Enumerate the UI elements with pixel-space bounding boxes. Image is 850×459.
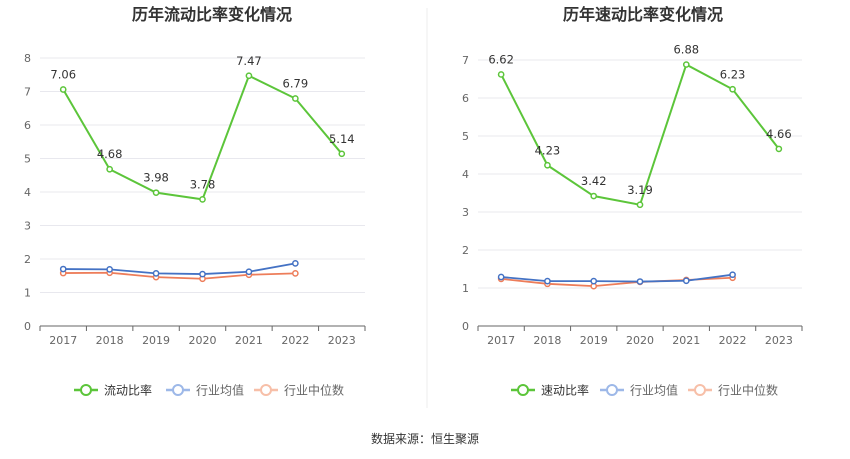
legend-label: 行业均值	[196, 383, 244, 398]
x-tick-label: 2019	[142, 334, 170, 347]
chart-title: 历年流动比率变化情况	[132, 5, 292, 24]
series-line-avg	[63, 262, 296, 275]
x-tick-label: 2022	[719, 334, 747, 347]
data-point-main	[544, 161, 551, 169]
y-tick-label: 2	[462, 244, 469, 257]
y-tick-label: 5	[462, 130, 469, 143]
legend-item-main[interactable]: 速动比率	[511, 383, 589, 398]
y-tick-label: 1	[24, 287, 31, 300]
x-tick-label: 2021	[672, 334, 700, 347]
y-tick-label: 6	[462, 92, 469, 105]
legend-item-avg[interactable]: 行业均值	[166, 383, 244, 398]
data-point-main	[682, 61, 690, 68]
data-point-main	[245, 72, 253, 80]
x-tick-label: 2017	[49, 334, 77, 347]
data-point-main	[590, 192, 598, 200]
data-label: 3.78	[190, 177, 216, 191]
x-tick-label: 2018	[96, 334, 124, 347]
data-label: 4.68	[97, 147, 123, 161]
legend-swatch-marker	[172, 384, 184, 396]
legend-label: 速动比率	[541, 383, 589, 398]
data-point-avg	[59, 265, 67, 273]
data-label: 6.88	[673, 43, 699, 57]
data-label: 5.14	[329, 132, 355, 146]
data-label: 4.23	[535, 143, 561, 157]
legend-label: 行业中位数	[284, 383, 344, 398]
data-label: 7.47	[236, 54, 262, 68]
legend-swatch-marker	[694, 384, 706, 396]
data-point-avg	[544, 277, 551, 285]
data-point-avg	[729, 271, 736, 279]
data-point-avg	[682, 277, 690, 285]
x-tick-label: 2017	[487, 334, 515, 347]
legend-item-median[interactable]: 行业中位数	[688, 383, 778, 398]
y-tick-label: 0	[24, 320, 31, 333]
data-label: 6.23	[720, 67, 746, 81]
data-point-avg	[590, 277, 598, 285]
x-tick-label: 2019	[580, 334, 608, 347]
data-point-main	[199, 196, 206, 203]
y-tick-label: 3	[24, 220, 31, 233]
data-label: 6.79	[283, 77, 309, 91]
data-point-main	[152, 189, 160, 197]
data-point-avg	[245, 268, 253, 276]
data-label: 3.42	[581, 174, 607, 188]
data-point-avg	[292, 260, 299, 267]
legend-label: 流动比率	[104, 383, 152, 398]
legend-swatch-marker	[606, 384, 618, 396]
x-tick-label: 2021	[235, 334, 263, 347]
y-tick-label: 0	[462, 320, 469, 333]
series-line-median	[63, 271, 296, 280]
legend-swatch-marker	[260, 384, 272, 396]
data-label: 7.06	[50, 67, 76, 81]
x-tick-label: 2023	[765, 334, 793, 347]
data-label: 4.66	[766, 127, 792, 141]
legend-item-median[interactable]: 行业中位数	[254, 383, 344, 398]
series-line-avg	[501, 273, 733, 283]
legend-swatch-marker	[517, 384, 529, 396]
data-point-avg	[636, 278, 644, 285]
y-tick-label: 4	[462, 168, 469, 181]
legend-swatch-marker	[80, 384, 92, 396]
y-tick-label: 4	[24, 186, 31, 199]
data-point-main	[59, 86, 67, 93]
data-point-main	[497, 71, 505, 78]
data-label: 6.62	[488, 52, 514, 66]
x-tick-label: 2022	[281, 334, 309, 347]
data-point-main	[775, 145, 783, 153]
y-tick-label: 5	[24, 153, 31, 166]
data-point-main	[292, 95, 299, 102]
x-tick-label: 2018	[533, 334, 561, 347]
data-point-median	[292, 270, 299, 277]
data-point-avg	[152, 270, 160, 277]
data-point-avg	[106, 266, 113, 273]
data-label: 3.19	[627, 183, 653, 197]
data-point-avg	[199, 270, 206, 278]
data-point-main	[729, 85, 736, 93]
y-tick-label: 3	[462, 206, 469, 219]
chart-title: 历年速动比率变化情况	[563, 5, 723, 24]
data-source-note: 数据来源：恒生聚源	[371, 431, 479, 446]
legend-item-main[interactable]: 流动比率	[74, 383, 152, 398]
data-point-main	[338, 150, 346, 158]
y-tick-label: 6	[24, 119, 31, 132]
x-tick-label: 2020	[189, 334, 217, 347]
current-ratio-chart: 历年流动比率变化情况 0 1 2 3 4 5 6 7 8 2017 2018 2019 2020 2021 2…	[24, 5, 366, 398]
y-tick-label: 8	[24, 52, 31, 65]
quick-ratio-chart: 历年速动比率变化情况 0 1 2 3 4 5 6 7 2017 2018 2019 2020 2021 20…	[462, 5, 803, 398]
x-tick-label: 2020	[626, 334, 654, 347]
data-label: 3.98	[143, 171, 169, 185]
y-tick-label: 1	[462, 282, 469, 295]
y-tick-label: 7	[24, 86, 31, 99]
legend-item-avg[interactable]: 行业均值	[600, 383, 678, 398]
y-tick-label: 7	[462, 54, 469, 67]
data-point-avg	[497, 273, 505, 281]
legend-label: 行业均值	[630, 383, 678, 398]
data-point-main	[636, 201, 644, 209]
data-point-main	[106, 165, 113, 173]
x-tick-label: 2023	[328, 334, 356, 347]
y-tick-label: 2	[24, 253, 31, 266]
legend-label: 行业中位数	[718, 383, 778, 398]
